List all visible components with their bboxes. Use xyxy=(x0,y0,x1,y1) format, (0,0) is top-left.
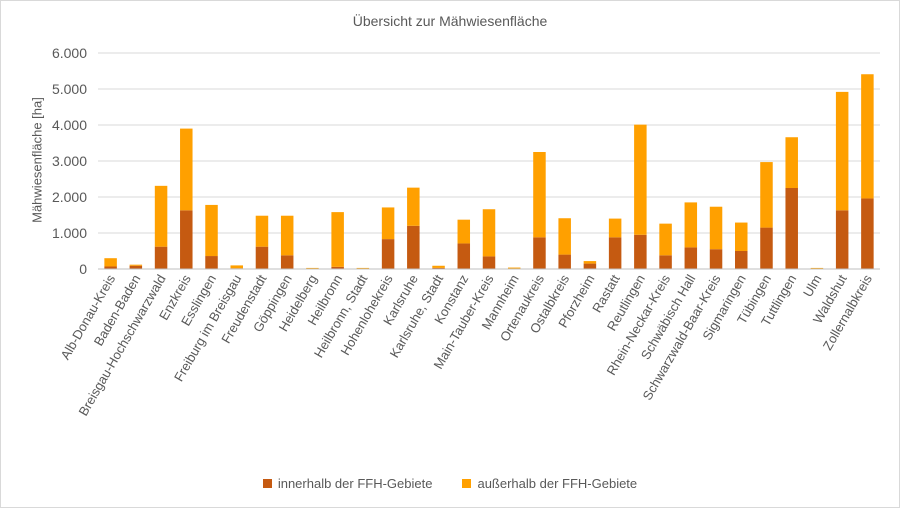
bar-segment-outside xyxy=(507,267,521,269)
bar-segment-outside xyxy=(634,124,647,235)
bar-segment-outside xyxy=(709,206,723,250)
bar-segment-outside xyxy=(785,137,798,188)
bar-segment-outside xyxy=(356,267,370,269)
bar-segment-inside xyxy=(457,243,471,269)
bar-segment-inside xyxy=(407,225,420,269)
bar-segment-outside xyxy=(684,202,698,248)
bar-segment-outside xyxy=(407,187,420,226)
bar-segment-outside xyxy=(583,261,597,264)
bar-segment-inside xyxy=(280,255,294,269)
bar-segment-outside xyxy=(810,267,824,269)
legend-label-outside: außerhalb der FFH-Gebiete xyxy=(477,476,638,491)
bar-segment-outside xyxy=(432,265,445,268)
bar-segment-outside xyxy=(255,215,269,247)
bar-segment-inside xyxy=(659,255,672,269)
bar-segment-inside xyxy=(482,256,496,269)
bar-segment-outside xyxy=(533,152,546,238)
bar-segment-inside xyxy=(129,265,143,269)
bar-segment-inside xyxy=(835,210,849,269)
bar-segment-inside xyxy=(331,266,344,269)
bar-segment-inside xyxy=(861,198,874,269)
y-tick-label: 5.000 xyxy=(52,81,87,97)
bar-segment-inside xyxy=(760,227,773,269)
bar-segment-inside xyxy=(533,237,546,269)
bar-segment-outside xyxy=(558,218,571,255)
y-tick-label: 2.000 xyxy=(52,189,87,205)
bar-segment-outside xyxy=(608,218,622,238)
bar-segment-inside xyxy=(558,254,571,269)
bar-segment-outside xyxy=(230,265,243,269)
bar-segment-outside xyxy=(154,185,168,247)
legend-swatch-outside xyxy=(462,479,472,488)
bar-segment-outside xyxy=(760,162,773,228)
y-tick-label: 0 xyxy=(79,261,87,277)
bar-segment-inside xyxy=(432,267,445,269)
bar-segment-inside xyxy=(684,247,698,269)
legend-label-inside: innerhalb der FFH-Gebiete xyxy=(277,476,433,491)
legend-item-outside: außerhalb der FFH-Gebiete xyxy=(462,476,637,491)
bar-segment-inside xyxy=(709,249,723,269)
bar-segment-outside xyxy=(861,74,874,199)
legend: innerhalb der FFH-Gebiete außerhalb der … xyxy=(0,476,900,491)
bar-segment-outside xyxy=(205,204,218,257)
bar-segment-outside xyxy=(306,267,319,269)
bar-segment-inside xyxy=(205,256,218,269)
legend-item-inside: innerhalb der FFH-Gebiete xyxy=(262,476,433,491)
bar-segment-inside xyxy=(583,263,597,269)
bar-segment-outside xyxy=(180,128,193,211)
bar-segment-outside xyxy=(659,223,672,256)
bar-segment-outside xyxy=(280,215,294,256)
bar-segment-inside xyxy=(381,239,395,269)
chart-plot: 01.0002.0003.0004.0005.0006.000Alb-Donau… xyxy=(52,45,880,418)
bar-segment-inside xyxy=(785,188,798,269)
bar-segment-inside xyxy=(634,234,647,269)
y-tick-label: 4.000 xyxy=(52,117,87,133)
x-tick-label: Ulm xyxy=(800,272,825,300)
y-tick-label: 3.000 xyxy=(52,153,87,169)
bar-segment-inside xyxy=(154,246,168,269)
bar-segment-inside xyxy=(180,210,193,269)
y-tick-label: 1.000 xyxy=(52,225,87,241)
bar-segment-inside xyxy=(608,237,622,269)
bar-segment-outside xyxy=(104,258,117,267)
bar-segment-outside xyxy=(835,91,849,211)
bar-segment-inside xyxy=(104,266,117,269)
bar-segment-outside xyxy=(735,222,748,251)
legend-swatch-inside xyxy=(262,479,272,488)
bar-segment-outside xyxy=(129,264,143,266)
bar-segment-inside xyxy=(255,246,269,269)
bar-segment-outside xyxy=(381,207,395,240)
bar-segment-outside xyxy=(482,209,496,257)
chart-title: Übersicht zur Mähwiesenfläche xyxy=(352,13,548,29)
bar-segment-inside xyxy=(735,251,748,269)
bar-segment-outside xyxy=(457,219,471,244)
bar-segment-outside xyxy=(331,212,344,267)
y-tick-label: 6.000 xyxy=(52,45,87,61)
